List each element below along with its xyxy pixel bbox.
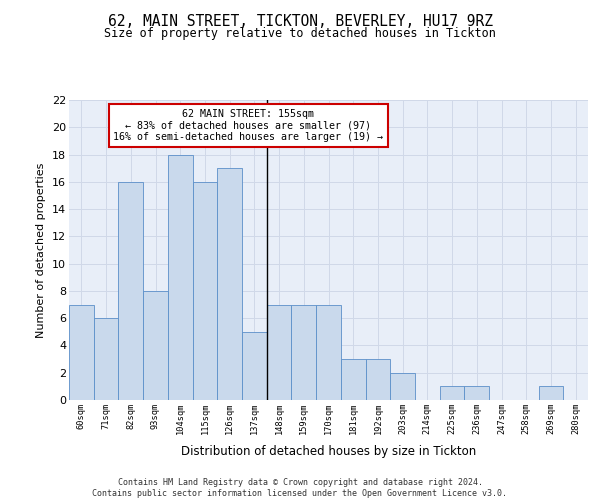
X-axis label: Distribution of detached houses by size in Tickton: Distribution of detached houses by size … xyxy=(181,446,476,458)
Bar xyxy=(69,304,94,400)
Bar xyxy=(193,182,217,400)
Bar xyxy=(267,304,292,400)
Text: 62, MAIN STREET, TICKTON, BEVERLEY, HU17 9RZ: 62, MAIN STREET, TICKTON, BEVERLEY, HU17… xyxy=(107,14,493,29)
Text: Contains HM Land Registry data © Crown copyright and database right 2024.
Contai: Contains HM Land Registry data © Crown c… xyxy=(92,478,508,498)
Bar xyxy=(168,154,193,400)
Bar xyxy=(242,332,267,400)
Bar xyxy=(217,168,242,400)
Bar xyxy=(292,304,316,400)
Bar xyxy=(118,182,143,400)
Y-axis label: Number of detached properties: Number of detached properties xyxy=(37,162,46,338)
Bar xyxy=(464,386,489,400)
Bar xyxy=(539,386,563,400)
Bar xyxy=(341,359,365,400)
Text: 62 MAIN STREET: 155sqm
← 83% of detached houses are smaller (97)
16% of semi-det: 62 MAIN STREET: 155sqm ← 83% of detached… xyxy=(113,109,383,142)
Bar xyxy=(390,372,415,400)
Bar xyxy=(365,359,390,400)
Bar xyxy=(316,304,341,400)
Bar xyxy=(94,318,118,400)
Bar xyxy=(440,386,464,400)
Bar xyxy=(143,291,168,400)
Text: Size of property relative to detached houses in Tickton: Size of property relative to detached ho… xyxy=(104,28,496,40)
